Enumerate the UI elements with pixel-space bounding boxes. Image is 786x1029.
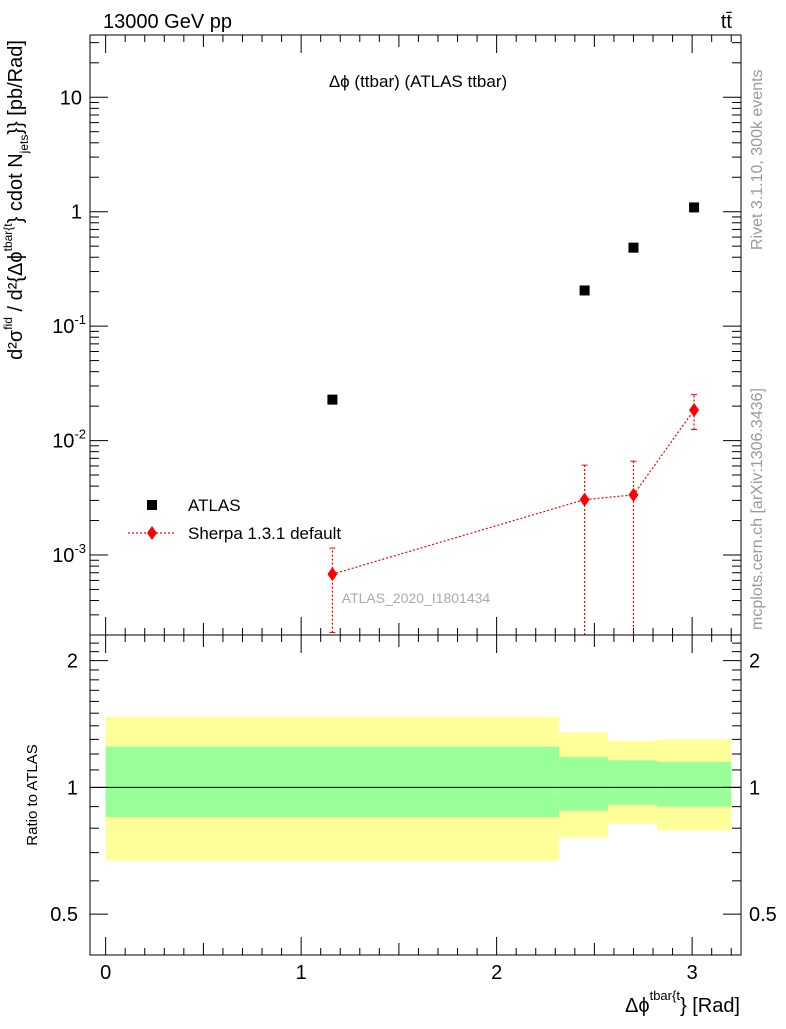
x-tick-label: 1 [296,962,307,984]
main-panel: 10-3 10-2 10-1 1 10 Δϕ (ttbar) (ATLAS ttbar)… [1,34,742,636]
band-inner [608,760,657,805]
ratio-x-label-text: Δϕtbar{t} [Rad] [625,988,740,1017]
watermark: ATLAS_2020_I1801434 [342,590,491,606]
legend: ATLAS Sherpa 1.3.1 default [128,496,341,543]
y-tick-label: 10-1 [52,312,86,338]
legend-atlas-label: ATLAS [188,496,241,515]
main-marks [327,202,700,635]
ratio-y-tick-label-left: 2 [67,651,78,673]
mc-point [689,402,700,417]
header-process-label: tt̄ [721,11,733,33]
band-inner [105,746,560,818]
mc-point [579,492,590,507]
legend-sherpa-marker [147,526,157,540]
ratio-y-tick-label-right: 2 [749,651,760,673]
ratio-y-tick-label-right: 0.5 [749,904,777,926]
ratio-ticks: 0 1 2 3 0.5 0.5 1 1 2 2 [50,635,777,984]
mcplots-label-group: mcplots.cern.ch [arXiv:1306.3436] [749,388,766,630]
data-point [579,285,590,296]
header-energy-label: 13000 GeV pp [103,11,232,33]
ratio-panel: 0 1 2 3 0.5 0.5 1 1 2 2 Ratio to ATLAS Δϕtbar{t} … [24,634,777,1017]
ratio-y-tick-label-right: 1 [749,777,760,799]
legend-sherpa-label: Sherpa 1.3.1 default [188,524,341,543]
ratio-y-tick-label-left: 0.5 [50,904,78,926]
y-tick-label: 10-2 [52,427,86,453]
x-tick-label: 0 [100,962,111,984]
ratio-y-tick-label-left: 1 [67,777,78,799]
ratio-frame [89,634,742,956]
ratio-y-label-text: Ratio to ATLAS [24,744,41,845]
band-inner [656,761,732,807]
x-tick-label: 2 [491,962,502,984]
ratio-y-label: Ratio to ATLAS [24,744,41,845]
x-tick-label: 3 [687,962,698,984]
main-y-label: d²σfid / d²{Δϕtbar{t} cdot Njets}} [pb/R… [1,40,31,360]
band-inner [559,757,609,811]
data-point [628,242,639,253]
rivet-label-group: Rivet 3.1.10, 300k events [749,69,766,250]
data-point [327,394,338,405]
mcplots-label: mcplots.cern.ch [arXiv:1306.3436] [749,388,766,630]
y-tick-label: 1 [71,202,82,224]
legend-atlas-marker [147,500,157,510]
main-frame [89,34,742,636]
data-point [689,202,700,213]
rivet-label: Rivet 3.1.10, 300k events [749,69,766,250]
y-tick-label: 10-3 [52,541,86,567]
main-y-label-text: d²σfid / d²{Δϕtbar{t} cdot Njets}} [pb/R… [1,40,31,360]
mc-point [327,567,338,582]
main-ticks: 10-3 10-2 10-1 1 10 [52,35,741,636]
ratio-x-label: Δϕtbar{t} [Rad] [625,988,740,1017]
mc-point [628,487,639,502]
y-tick-label: 10 [60,87,82,109]
mc-series-line [332,409,695,575]
ratio-bands [105,716,732,861]
main-title: Δϕ (ttbar) (ATLAS ttbar) [329,72,507,91]
